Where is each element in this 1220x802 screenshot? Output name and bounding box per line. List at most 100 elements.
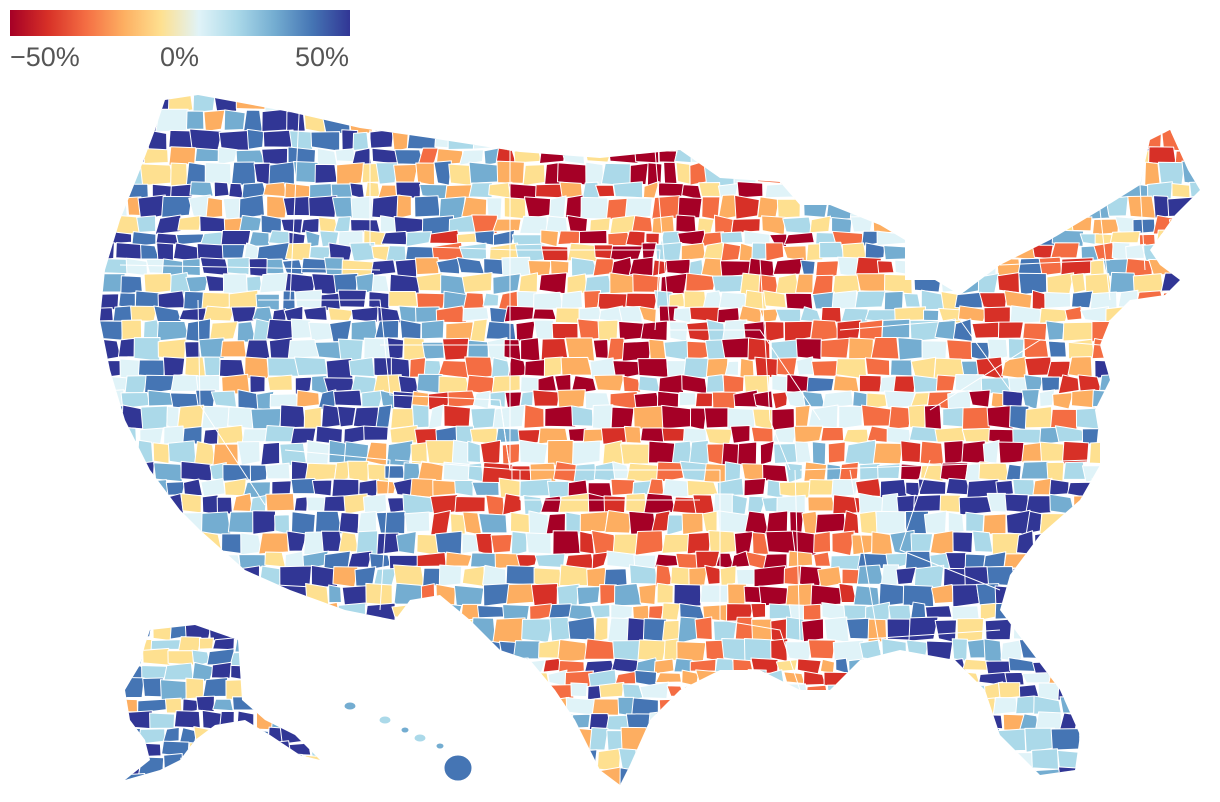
county-shape [1148, 258, 1180, 276]
county-shape [1120, 714, 1148, 732]
county-shape [1054, 425, 1087, 443]
county-shape [566, 273, 588, 295]
county-shape [373, 568, 397, 587]
county-shape [1160, 669, 1186, 683]
county-shape [1105, 442, 1138, 465]
county-shape [986, 109, 1012, 135]
county-shape [923, 510, 947, 535]
county-shape [747, 257, 775, 277]
county-shape [295, 625, 320, 638]
county-shape [939, 658, 967, 675]
county-shape [1157, 787, 1183, 801]
county-shape [100, 550, 129, 567]
county-shape [248, 640, 268, 652]
county-shape [813, 531, 832, 554]
county-shape [267, 374, 293, 392]
county-shape [1039, 162, 1066, 186]
county-shape [1070, 273, 1086, 294]
county-shape [1022, 161, 1043, 187]
county-shape [398, 787, 418, 802]
county-shape [920, 766, 947, 785]
county-shape [962, 658, 989, 671]
county-shape [1010, 95, 1031, 114]
county-shape [240, 683, 269, 701]
county-shape [966, 638, 987, 659]
county-shape [1060, 530, 1081, 556]
county-shape [504, 95, 534, 113]
county-shape [1002, 390, 1024, 409]
county-shape [125, 710, 153, 730]
county-shape [1063, 617, 1086, 644]
county-shape [643, 492, 676, 515]
county-shape [201, 494, 220, 515]
county-shape [1049, 552, 1072, 571]
county-shape [653, 658, 675, 675]
county-shape [1196, 95, 1200, 113]
county-shape [319, 710, 320, 732]
county-shape [875, 510, 906, 535]
county-shape [513, 146, 542, 164]
county-shape [303, 306, 328, 321]
county-shape [956, 214, 975, 233]
county-shape [904, 195, 936, 218]
county-shape [1049, 584, 1082, 607]
county-shape [820, 109, 850, 130]
county-shape [767, 729, 792, 752]
county-shape [293, 356, 329, 377]
county-shape [913, 273, 942, 293]
county-shape [202, 677, 229, 698]
county-shape [803, 461, 828, 482]
county-shape [185, 275, 209, 294]
county-shape [979, 243, 1003, 262]
county-shape [1182, 532, 1200, 557]
county-shape [479, 439, 502, 466]
county-shape [637, 358, 669, 378]
county-shape [871, 531, 894, 557]
county-shape [269, 740, 292, 754]
county-shape [594, 766, 623, 785]
county-shape [267, 357, 300, 377]
county-shape [724, 461, 742, 482]
county-shape [1086, 553, 1106, 567]
county-shape [385, 696, 412, 713]
county-shape [776, 130, 799, 152]
county-shape [219, 710, 235, 729]
county-shape [140, 511, 162, 534]
county-shape [848, 109, 870, 131]
county-shape [1166, 375, 1188, 395]
county-shape [678, 95, 706, 111]
county-shape [391, 602, 422, 621]
county-shape [134, 787, 155, 802]
county-shape [1159, 244, 1185, 260]
county-shape [203, 585, 220, 606]
county-shape [905, 639, 929, 663]
county-shape [809, 750, 838, 772]
county-shape [922, 711, 957, 733]
county-shape [156, 766, 177, 785]
county-shape [1045, 320, 1065, 341]
county-shape [1085, 95, 1112, 112]
county-shape [856, 273, 888, 293]
county-shape [673, 787, 700, 802]
county-shape [336, 162, 365, 187]
county-shape [818, 182, 849, 198]
county-shape [620, 443, 651, 465]
county-shape [1078, 769, 1106, 785]
county-shape [661, 404, 692, 430]
county-shape [609, 390, 638, 410]
county-shape [100, 747, 112, 770]
county-shape [941, 769, 962, 785]
county-shape [680, 696, 697, 717]
county-shape [125, 698, 138, 713]
county-shape [668, 292, 686, 308]
county-shape [893, 109, 912, 134]
county-shape [503, 711, 528, 729]
county-shape [397, 375, 420, 395]
county-shape [417, 602, 439, 622]
county-shape [434, 132, 450, 149]
county-shape [433, 681, 451, 700]
county-shape [510, 530, 528, 557]
county-shape [461, 533, 479, 554]
county-shape [925, 640, 954, 662]
county-shape [945, 477, 971, 496]
